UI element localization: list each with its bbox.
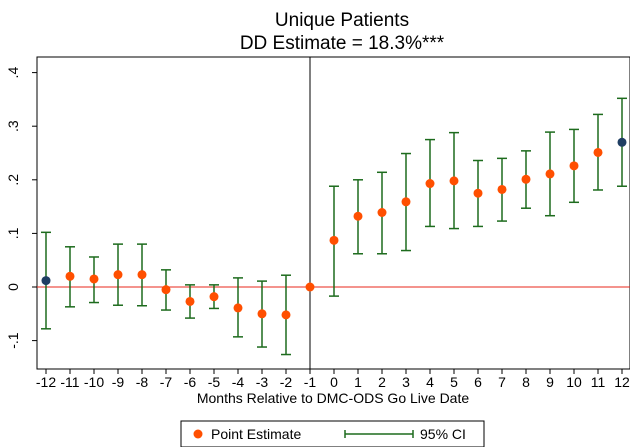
x-tick-label: -5: [208, 374, 221, 390]
x-tick-label: -8: [136, 374, 149, 390]
point-estimate: [425, 179, 435, 189]
point-estimate: [305, 282, 315, 292]
point-estimate: [401, 197, 411, 207]
point-estimate: [521, 174, 531, 184]
y-tick-label: .4: [5, 67, 21, 79]
x-tick-label: 5: [450, 374, 458, 390]
y-axis: -.1 0 .1 .2 .3 .4: [5, 67, 37, 349]
point-estimate: [185, 296, 195, 306]
x-tick-label: 11: [591, 374, 606, 390]
x-tick-label: -6: [184, 374, 197, 390]
x-tick-label: -11: [60, 374, 79, 390]
point-estimate: [497, 184, 507, 194]
point-estimate: [41, 276, 51, 286]
x-tick-label: 7: [498, 374, 506, 390]
point-estimate: [209, 292, 219, 302]
x-axis-label: Months Relative to DMC-ODS Go Live Date: [197, 390, 470, 406]
x-tick-label: 6: [474, 374, 482, 390]
point-estimate: [257, 309, 267, 319]
x-tick-label: -2: [280, 374, 293, 390]
point-estimate: [569, 161, 579, 171]
x-tick-label: -7: [160, 374, 173, 390]
x-tick-label: 8: [522, 374, 530, 390]
legend-point-label: Point Estimate: [211, 426, 301, 442]
y-tick-label: .3: [5, 120, 21, 132]
point-estimate: [137, 270, 147, 280]
x-tick-label: 9: [546, 374, 554, 390]
y-tick-label: 0: [5, 283, 21, 291]
point-estimate: [617, 137, 627, 147]
point-estimate: [449, 176, 459, 186]
point-estimates: [41, 137, 627, 320]
point-estimate: [593, 147, 603, 157]
point-estimate: [281, 310, 291, 320]
x-tick-label: -3: [256, 374, 269, 390]
y-tick-label: .2: [5, 174, 21, 186]
point-estimate: [65, 271, 75, 281]
legend-box: [180, 420, 485, 447]
chart-subtitle: DD Estimate = 18.3%***: [240, 33, 445, 54]
x-tick-label: 0: [330, 374, 338, 390]
y-tick-label: .1: [5, 227, 21, 239]
x-tick-label: 2: [378, 374, 386, 390]
x-axis: -12 -11 -10 -9 -8 -7 -6 -5 -4 -3 -2 -1 0 1 2 3 4 5 6 7 8 9 10 1…: [36, 369, 630, 390]
x-tick-label: -4: [232, 374, 245, 390]
point-estimate: [113, 270, 123, 280]
point-estimate: [377, 207, 387, 217]
y-tick-label: -.1: [5, 332, 21, 349]
legend-point-marker: [193, 429, 203, 439]
point-estimate: [89, 274, 99, 284]
point-estimate: [161, 285, 171, 295]
confidence-intervals: [41, 97, 627, 356]
x-tick-label: -1: [304, 374, 317, 390]
x-tick-label: 12: [614, 374, 630, 390]
legend-ci-label: 95% CI: [420, 426, 466, 442]
chart-title: Unique Patients: [275, 10, 409, 31]
point-estimate: [329, 235, 339, 245]
x-tick-label: 1: [354, 374, 362, 390]
x-tick-label: 4: [426, 374, 434, 390]
point-estimate: [473, 188, 483, 198]
legend-ci-marker: [344, 430, 414, 438]
x-tick-label: 10: [566, 374, 582, 390]
point-estimate: [545, 169, 555, 179]
point-estimate: [353, 211, 363, 221]
x-tick-label: -9: [112, 374, 125, 390]
point-estimate: [233, 303, 243, 313]
legend: Point Estimate 95% CI: [180, 420, 485, 447]
x-tick-label: 3: [402, 374, 410, 390]
x-tick-label: -12: [36, 374, 56, 390]
x-tick-label: -10: [84, 374, 104, 390]
